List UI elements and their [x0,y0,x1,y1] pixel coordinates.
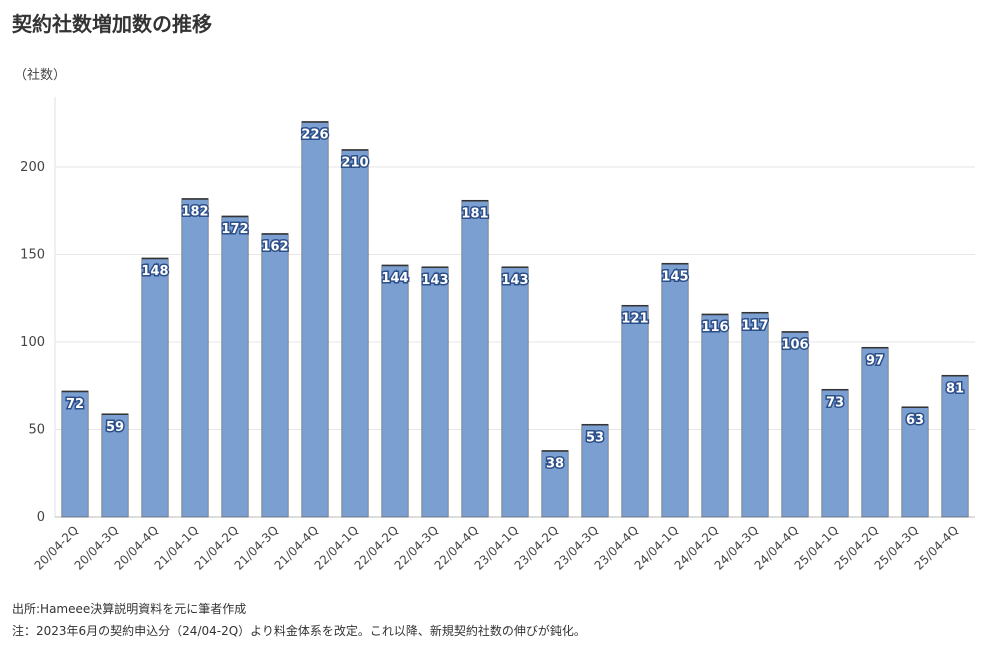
data-label: 72 [66,397,84,412]
data-label: 226 [301,128,328,143]
bar [701,313,729,518]
data-label: 181 [461,206,488,221]
bar [261,233,289,518]
bar [661,262,689,518]
data-label: 144 [381,271,408,286]
x-axis: 20/04-2Q20/04-3Q20/04-4Q21/04-1Q21/04-2Q… [32,523,961,572]
bars [61,121,969,518]
data-label: 182 [181,205,208,220]
y-tick-label: 0 [37,510,45,525]
bar [781,331,809,518]
bar [381,264,409,518]
y-tick-label: 50 [28,423,45,438]
data-label: 106 [781,338,808,353]
data-label: 63 [906,413,924,428]
bar [181,198,209,518]
bar [861,346,889,518]
bar [821,388,849,518]
data-label: 162 [261,240,288,255]
bar [501,266,529,518]
source-note: 出所:Hameee決算説明資料を元に筆者作成 [12,602,247,616]
data-label: 172 [221,222,248,237]
bar [141,257,169,518]
data-label: 53 [586,430,604,445]
y-tick-label: 100 [20,335,45,350]
bar [461,199,489,518]
data-label: 145 [661,269,688,284]
y-tick-label: 150 [20,248,45,263]
bar [581,423,609,518]
y-tick-label: 200 [20,160,45,175]
footnote: 注：2023年6月の契約申込分（24/04-2Q）より料金体系を改定。これ以降、… [12,624,586,638]
bar [61,390,89,518]
data-label: 210 [341,156,368,171]
data-label: 143 [501,273,528,288]
data-label: 73 [826,395,844,410]
bar [621,304,649,518]
y-axis-unit-label: （社数） [14,68,67,83]
data-label: 38 [546,457,564,472]
data-label: 148 [141,264,168,279]
data-label: 117 [741,318,768,333]
bar [221,215,249,518]
data-label: 59 [106,420,124,435]
bar [741,311,769,518]
data-label: 121 [621,311,648,326]
data-labels: 72 59 148 182 172 162 226 210 144 143 181 143 38 53 12… [64,126,965,473]
bar [421,266,449,518]
data-label: 97 [866,353,884,368]
bar [541,450,569,518]
bar [341,149,369,518]
bar [901,406,929,518]
bar [941,374,969,518]
x-tick-label: 25/04-4Q [912,523,961,572]
chart-title: 契約社数増加数の推移 [12,12,212,36]
bar [101,413,129,518]
data-label: 143 [421,273,448,288]
data-label: 81 [946,381,964,396]
bar [301,121,329,518]
data-label: 116 [701,320,728,335]
y-axis: 0 50 100 150 200 [20,160,45,525]
